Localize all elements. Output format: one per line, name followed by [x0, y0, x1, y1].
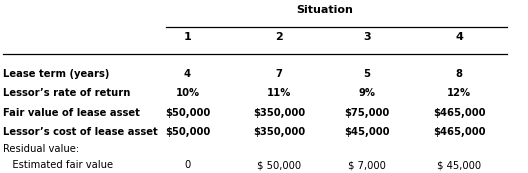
Text: $45,000: $45,000 [344, 127, 390, 137]
Text: Estimated fair value: Estimated fair value [3, 160, 113, 170]
Text: 11%: 11% [267, 88, 291, 98]
Text: $50,000: $50,000 [165, 108, 210, 118]
Text: 1: 1 [184, 32, 191, 42]
Text: $ 45,000: $ 45,000 [437, 160, 482, 170]
Text: Lessor’s cost of lease asset: Lessor’s cost of lease asset [3, 127, 157, 137]
Text: Lease term (years): Lease term (years) [3, 69, 109, 79]
Text: $465,000: $465,000 [433, 127, 486, 137]
Text: 4: 4 [184, 69, 191, 79]
Text: 9%: 9% [359, 88, 375, 98]
Text: 12%: 12% [447, 88, 472, 98]
Text: 0: 0 [184, 160, 191, 170]
Text: Situation: Situation [296, 5, 353, 15]
Text: Residual value:: Residual value: [3, 144, 79, 154]
Text: 10%: 10% [175, 88, 200, 98]
Text: Lessor’s rate of return: Lessor’s rate of return [3, 88, 130, 98]
Text: 7: 7 [275, 69, 282, 79]
Text: 3: 3 [363, 32, 371, 42]
Text: 2: 2 [275, 32, 282, 42]
Text: $465,000: $465,000 [433, 108, 486, 118]
Text: Fair value of lease asset: Fair value of lease asset [3, 108, 139, 118]
Text: 4: 4 [456, 32, 463, 42]
Text: $350,000: $350,000 [253, 127, 305, 137]
Text: 8: 8 [456, 69, 463, 79]
Text: $ 50,000: $ 50,000 [257, 160, 301, 170]
Text: $350,000: $350,000 [253, 108, 305, 118]
Text: $ 7,000: $ 7,000 [348, 160, 386, 170]
Text: $75,000: $75,000 [344, 108, 390, 118]
Text: $50,000: $50,000 [165, 127, 210, 137]
Text: 5: 5 [363, 69, 371, 79]
